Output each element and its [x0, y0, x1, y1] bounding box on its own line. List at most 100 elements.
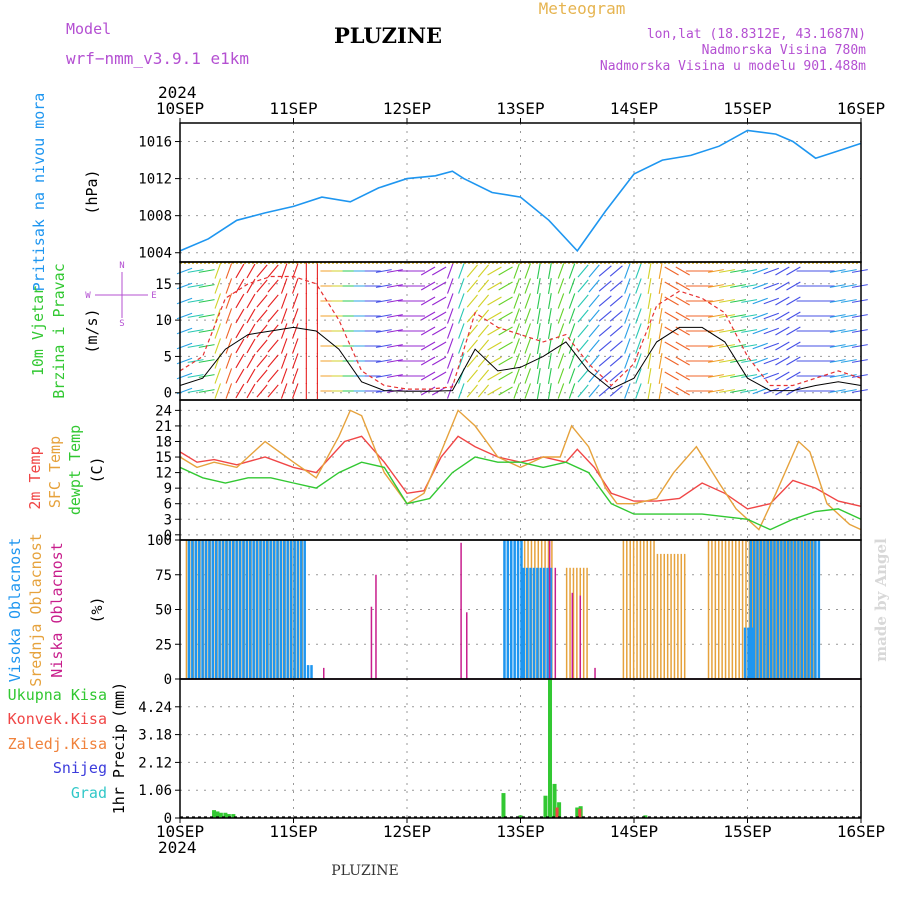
- wind-barb: [291, 293, 299, 309]
- low-cloud-bar: [370, 606, 373, 679]
- high-cloud-bar: [204, 540, 208, 679]
- wind-barb: [664, 266, 679, 276]
- wind-barb: [547, 308, 552, 324]
- wind-barb: [557, 308, 565, 324]
- mid-cloud-bar: [683, 553, 686, 679]
- wind-barb: [730, 374, 747, 378]
- wind-barb: [198, 374, 215, 378]
- wind-barb: [235, 383, 245, 399]
- temperature-ytick-label: 0: [164, 528, 172, 544]
- mid-cloud-bar: [677, 553, 679, 679]
- wind-barb: [719, 374, 735, 378]
- mid-cloud-bar: [569, 567, 571, 679]
- wind-barb: [635, 368, 642, 384]
- wind-barb: [635, 293, 642, 309]
- wind-barb: [664, 356, 679, 366]
- wind-barb: [280, 353, 288, 369]
- wind-barb: [568, 338, 576, 354]
- wind-barb: [840, 269, 857, 273]
- wind-barb: [588, 279, 600, 293]
- wind-barb: [707, 389, 724, 393]
- wind-barb: [198, 329, 215, 333]
- wind-barb: [246, 353, 256, 369]
- wind-barb: [235, 263, 245, 279]
- mid-cloud-bar: [786, 540, 788, 679]
- wind-barb: [730, 314, 747, 318]
- mid-cloud-bar: [576, 567, 578, 679]
- top-date-13sep: 13SEP: [496, 99, 544, 118]
- mid-cloud-bar: [796, 540, 798, 679]
- wind-barb: [598, 310, 612, 322]
- wind-barb: [588, 294, 600, 308]
- wind-barb: [840, 359, 857, 363]
- wind-barb: [280, 308, 288, 324]
- wind-barb: [498, 341, 513, 351]
- wind-barb: [513, 338, 520, 354]
- wind-barb: [741, 344, 758, 348]
- wind-barb: [375, 284, 392, 288]
- wind-barb: [675, 371, 690, 381]
- wind-barb: [786, 341, 801, 351]
- year-label-top: 2024: [158, 83, 197, 102]
- wind-barb: [752, 387, 768, 395]
- low-cloud-bar: [375, 574, 377, 679]
- high-cloud-bar: [191, 540, 194, 679]
- wind-barb: [840, 374, 857, 378]
- wind-barb: [246, 278, 256, 294]
- high-cloud-bar: [752, 540, 756, 679]
- wind-barb: [386, 314, 403, 318]
- wind-barb: [225, 263, 233, 279]
- temp-axis-title-sfc: SFC Temp: [46, 436, 64, 508]
- wind-barb: [466, 264, 478, 278]
- high-cloud-bar: [790, 540, 793, 679]
- temperature-ytick-label: 6: [164, 497, 172, 513]
- precip-ytick-label: 4.24: [138, 700, 172, 716]
- total-precip-bar: [643, 815, 648, 818]
- wind-barb: [719, 359, 735, 363]
- temperature-ytick-label: 18: [155, 434, 172, 450]
- wind-barb: [291, 308, 299, 324]
- high-cloud-bar: [522, 567, 525, 679]
- wind-barb: [658, 323, 663, 339]
- wind-direction-legend: N W E S: [85, 261, 156, 329]
- model-name: wrf−nmm_v3.9.1 e1km: [66, 49, 249, 68]
- top-date-14sep: 14SEP: [610, 99, 658, 118]
- low-cloud-bar: [571, 592, 574, 679]
- wind-barb: [624, 278, 631, 294]
- wind-barb: [568, 263, 576, 279]
- wind-barb: [730, 344, 747, 348]
- wind-gust-line: [179, 275, 862, 390]
- mid-cloud-bar: [660, 553, 662, 679]
- wind-barb: [547, 293, 552, 309]
- high-cloud-bar: [242, 540, 245, 679]
- wind-barb: [588, 339, 600, 353]
- top-date-12sep: 12SEP: [383, 99, 431, 118]
- wind-barb: [851, 344, 868, 348]
- bottom-date-14sep: 14SEP: [610, 822, 658, 841]
- wind-barb: [840, 344, 857, 348]
- wind-barb: [458, 323, 465, 339]
- wind-barb: [487, 266, 502, 276]
- wind-barb: [568, 278, 576, 294]
- high-cloud-bar: [231, 540, 235, 679]
- wind-barb: [477, 369, 490, 383]
- high-cloud-bar: [766, 540, 770, 679]
- wind-barb: [187, 284, 204, 288]
- wind-barb: [498, 281, 513, 291]
- temperature-ytick-label: 24: [155, 403, 172, 419]
- wind-barb: [198, 284, 215, 288]
- pressure-ytick-label: 1012: [138, 172, 172, 188]
- wind-barb: [741, 389, 758, 393]
- wind-barb: [446, 353, 454, 369]
- total-precip-bar: [212, 810, 217, 818]
- mid-cloud-bar: [572, 567, 575, 679]
- wind-barb: [786, 311, 801, 321]
- wind-barb: [719, 269, 735, 273]
- wind-barb: [707, 374, 724, 378]
- pressure-ytick-label: 1016: [138, 135, 172, 151]
- wind-barb: [267, 294, 279, 308]
- mid-cloud-bar: [803, 540, 805, 679]
- bottom-date-16sep: 16SEP: [837, 822, 885, 841]
- wind-barb: [536, 308, 541, 324]
